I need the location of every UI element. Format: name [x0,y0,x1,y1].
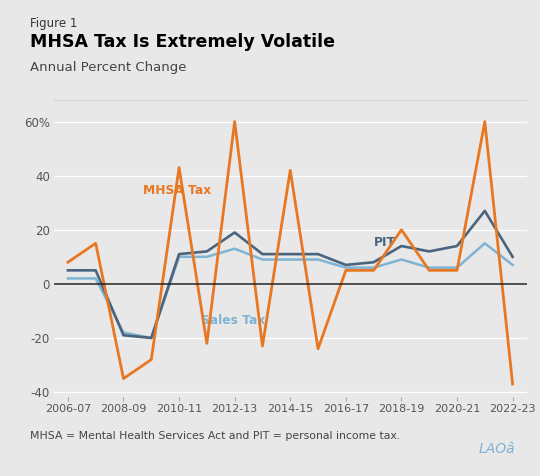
Text: MHSA = Mental Health Services Act and PIT = personal income tax.: MHSA = Mental Health Services Act and PI… [30,431,400,441]
Text: LAOâ: LAOâ [479,442,516,456]
Text: PIT: PIT [374,236,396,248]
Text: Sales Tax: Sales Tax [201,314,266,327]
Text: MHSA Tax: MHSA Tax [143,184,211,198]
Text: MHSA Tax Is Extremely Volatile: MHSA Tax Is Extremely Volatile [30,33,335,51]
Text: Annual Percent Change: Annual Percent Change [30,61,186,74]
Text: Figure 1: Figure 1 [30,17,77,30]
